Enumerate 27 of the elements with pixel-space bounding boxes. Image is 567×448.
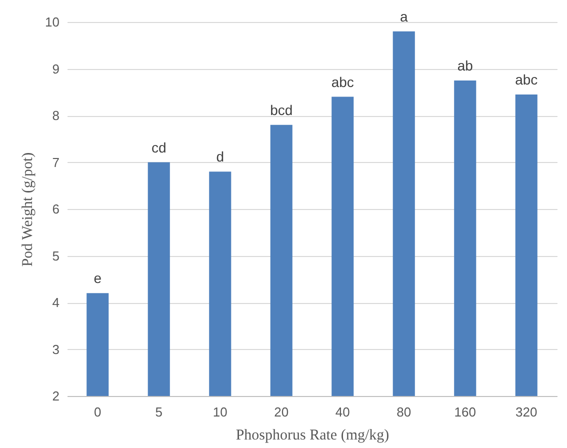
annotation: a bbox=[400, 8, 408, 24]
x-tick-label: 80 bbox=[396, 404, 412, 420]
x-tick-label: 160 bbox=[454, 404, 476, 420]
y-tick-label: 8 bbox=[52, 108, 60, 123]
y-tick-label: 5 bbox=[52, 248, 60, 264]
x-tick-label: 320 bbox=[516, 404, 538, 420]
annotation: d bbox=[216, 148, 224, 165]
annotation: ab bbox=[457, 57, 474, 74]
y-tick-label: 7 bbox=[52, 154, 60, 170]
y-tick-label: 10 bbox=[45, 14, 60, 30]
y-tick-label: 3 bbox=[52, 342, 60, 357]
x-tick-label: 20 bbox=[274, 404, 289, 420]
y-tick-label: 2 bbox=[52, 388, 60, 404]
annotation: bcd bbox=[270, 102, 293, 118]
y-axis-title: Pod Weight (g/pot) bbox=[20, 152, 36, 267]
y-tick-label: 4 bbox=[52, 295, 60, 310]
y-tick-label: 9 bbox=[52, 61, 60, 76]
annotation: abc bbox=[331, 74, 354, 90]
annotation: abc bbox=[515, 71, 538, 88]
x-tick-label: 0 bbox=[94, 404, 102, 420]
x-axis-title: Phosphorus Rate (mg/kg) bbox=[236, 428, 390, 444]
annotation: cd bbox=[151, 139, 166, 156]
x-tick-label: 40 bbox=[335, 404, 350, 420]
x-tick-label: 10 bbox=[212, 404, 228, 420]
y-tick-label: 6 bbox=[52, 202, 60, 216]
annotation: e bbox=[94, 270, 102, 286]
x-tick-label: 5 bbox=[155, 404, 162, 420]
